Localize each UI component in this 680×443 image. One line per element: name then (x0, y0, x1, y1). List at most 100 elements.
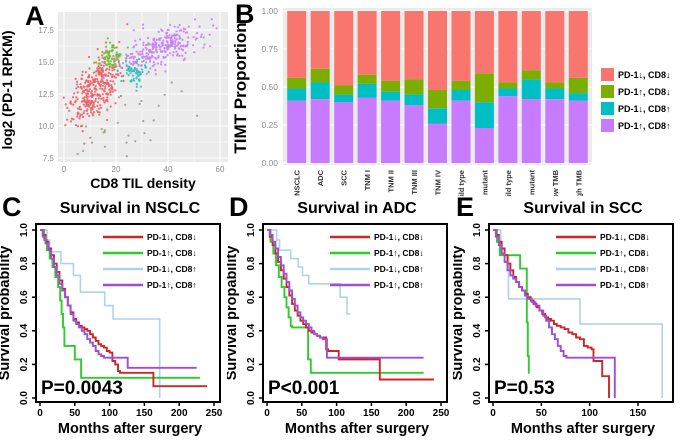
scatter-point (125, 141, 128, 144)
scatter-point (105, 64, 108, 67)
scatter-point (110, 46, 114, 49)
scatter-point (171, 44, 174, 48)
km-curve (493, 229, 616, 398)
scatter-point (99, 80, 102, 83)
bar-segment (357, 11, 377, 75)
scatter-point (77, 85, 80, 89)
scatter-point (120, 75, 123, 78)
scatter-point (141, 70, 144, 74)
scatter-point (97, 101, 100, 104)
x-tick-label: 150 (136, 408, 153, 419)
scatter-point (102, 97, 105, 100)
scatter-point (169, 37, 172, 40)
scatter-point (192, 44, 195, 47)
y-axis-label: Survival probability (0, 246, 13, 381)
x-tick-label: 250 (433, 408, 450, 419)
scatter-point (88, 90, 91, 93)
scatter-point (180, 45, 183, 48)
scatter-point (102, 81, 105, 85)
scatter-point (126, 55, 129, 58)
x-tick-label: 0 (37, 408, 43, 419)
scatter-point (76, 113, 79, 116)
scatter-point (105, 81, 108, 85)
scatter-point (176, 53, 179, 56)
scatter-point (91, 100, 94, 103)
scatter-point (101, 93, 104, 96)
scatter-point (178, 23, 181, 27)
scatter-point (84, 105, 87, 108)
legend-swatch (601, 85, 614, 98)
scatter-point (170, 34, 173, 37)
scatter-point (134, 39, 137, 42)
bar-segment (334, 94, 354, 103)
legend-swatch (601, 119, 614, 132)
scatter-point (135, 83, 138, 86)
scatter-point (174, 39, 177, 43)
scatter-point (140, 68, 143, 71)
category-label: KRAS wild type (504, 170, 513, 196)
scatter-point (159, 63, 163, 66)
scatter-point (178, 29, 181, 32)
scatter-point (79, 83, 82, 86)
bar-segment (334, 102, 354, 163)
scatter-point (152, 38, 155, 41)
bar-segment (451, 90, 471, 101)
scatter-point (165, 31, 169, 34)
scatter-point (109, 73, 112, 76)
scatter-point (109, 93, 112, 96)
scatter-point (181, 54, 184, 57)
scatter-point (166, 54, 169, 57)
scatter-point (144, 57, 147, 61)
scatter-point (99, 71, 102, 74)
scatter-point (198, 25, 201, 28)
scatter-point (196, 114, 199, 117)
scatter-point (100, 78, 104, 81)
scatter-point (174, 34, 177, 37)
scatter-point (157, 104, 160, 107)
scatter-point (103, 129, 106, 132)
scatter-point (115, 51, 118, 54)
scatter-point (132, 57, 135, 60)
scatter-point (84, 88, 87, 91)
scatter-point (144, 46, 147, 49)
scatter-point (187, 25, 190, 28)
scatter-point (105, 92, 108, 95)
y-tick-label: 0.6 (472, 290, 483, 304)
scatter-point (84, 81, 87, 84)
scatter-point (99, 83, 102, 86)
scatter-point (113, 75, 116, 78)
scatter-point (208, 33, 211, 36)
scatter-point (104, 74, 107, 77)
scatter-point (79, 115, 82, 118)
scatter-point (168, 45, 171, 48)
scatter-point (88, 75, 91, 79)
scatter-point (141, 52, 144, 56)
scatter-point (106, 118, 109, 122)
scatter-point (88, 67, 91, 70)
scatter-point (183, 57, 186, 60)
scatter-point (113, 57, 116, 60)
scatter-point (142, 41, 145, 44)
scatter-point (95, 109, 99, 112)
scatter-point (159, 45, 162, 48)
scatter-point (114, 89, 117, 92)
scatter-point (76, 98, 79, 101)
scatter-point (192, 36, 195, 39)
legend-label: PD-1↑, CD8↑ (374, 280, 424, 290)
scatter-point (111, 65, 114, 69)
scatter-point (195, 37, 198, 40)
bar-segment (310, 11, 330, 69)
category-label: ADC (316, 169, 325, 186)
bar-segment (521, 70, 541, 80)
scatter-point (103, 145, 106, 148)
scatter-point (133, 45, 136, 48)
y-tick-label: 0.8 (19, 256, 30, 270)
scatter-point (101, 61, 104, 64)
x-tick-label: 200 (171, 408, 188, 419)
scatter-point (173, 25, 176, 28)
scatter-point (165, 40, 168, 43)
scatter-point (118, 55, 121, 58)
scatter-point (104, 85, 107, 88)
scatter-point (86, 92, 90, 95)
scatter-point (105, 79, 108, 82)
